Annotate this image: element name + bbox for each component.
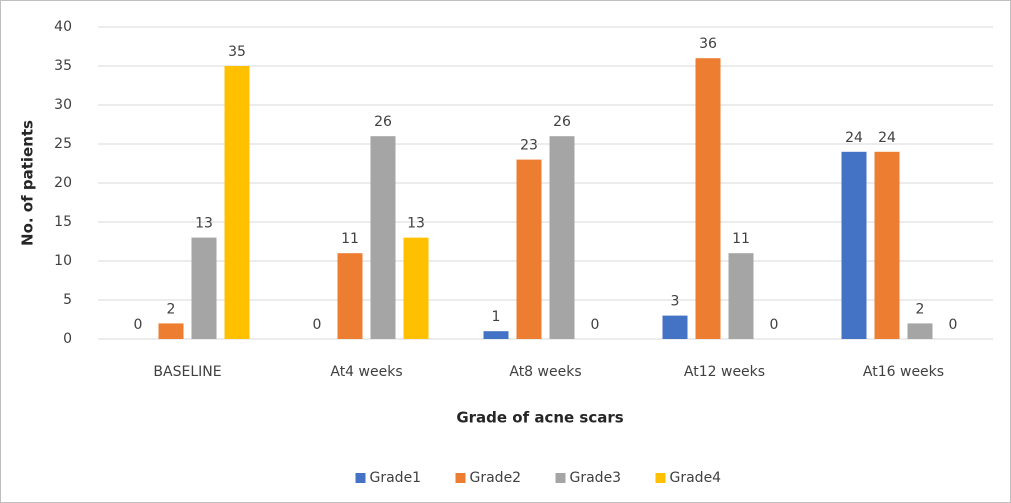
data-label: 26 <box>374 114 392 130</box>
y-tick-label: 0 <box>63 331 72 347</box>
x-tick-label: BASELINE <box>153 364 221 380</box>
x-tick-label: At12 weeks <box>684 364 765 380</box>
data-label: 0 <box>770 317 779 333</box>
data-label: 11 <box>341 231 359 247</box>
y-axis-title: No. of patients <box>19 120 37 246</box>
legend-swatch <box>355 473 366 483</box>
data-label: 13 <box>195 216 213 232</box>
bar <box>483 331 509 339</box>
y-tick-label: 30 <box>54 97 72 113</box>
data-label: 23 <box>520 138 538 154</box>
legend-label: Grade3 <box>570 470 622 486</box>
data-label: 35 <box>228 44 246 60</box>
legend-label: Grade2 <box>470 470 522 486</box>
bar <box>403 237 429 339</box>
data-label: 1 <box>492 309 501 325</box>
data-label: 0 <box>949 317 958 333</box>
legend-swatch <box>655 473 666 483</box>
x-tick-label: At16 weeks <box>863 364 944 380</box>
bar <box>841 151 867 339</box>
y-tick-label: 20 <box>54 175 72 191</box>
y-tick-label: 40 <box>54 19 72 35</box>
bar <box>695 58 721 339</box>
bar <box>516 159 542 339</box>
data-label: 0 <box>134 317 143 333</box>
data-label: 2 <box>916 301 925 317</box>
data-label: 2 <box>167 301 176 317</box>
y-tick-label: 35 <box>54 58 72 74</box>
bar <box>662 315 688 339</box>
x-axis-title: Grade of acne scars <box>456 409 623 427</box>
data-label: 24 <box>845 130 863 146</box>
data-label: 3 <box>671 294 680 310</box>
legend-label: Grade4 <box>670 470 722 486</box>
x-tick-label: At4 weeks <box>330 364 402 380</box>
data-label: 0 <box>313 317 322 333</box>
bar <box>224 66 250 339</box>
legend-swatch <box>455 473 466 483</box>
y-tick-label: 10 <box>54 253 72 269</box>
y-tick-label: 15 <box>54 214 72 230</box>
bar <box>158 323 184 339</box>
legend-label: Grade1 <box>370 470 422 486</box>
data-label: 13 <box>407 216 425 232</box>
bar <box>370 136 396 339</box>
x-tick-label: At8 weeks <box>509 364 581 380</box>
data-label: 24 <box>878 130 896 146</box>
y-tick-label: 5 <box>63 292 72 308</box>
data-label: 0 <box>591 317 600 333</box>
data-label: 11 <box>732 231 750 247</box>
bar <box>874 151 900 339</box>
bar <box>728 253 754 339</box>
data-label: 36 <box>699 36 717 52</box>
legend-swatch <box>555 473 566 483</box>
bar <box>549 136 575 339</box>
y-tick-label: 25 <box>54 136 72 152</box>
bar <box>191 237 217 339</box>
data-label: 26 <box>553 114 571 130</box>
bar <box>907 323 933 339</box>
bar <box>337 253 363 339</box>
